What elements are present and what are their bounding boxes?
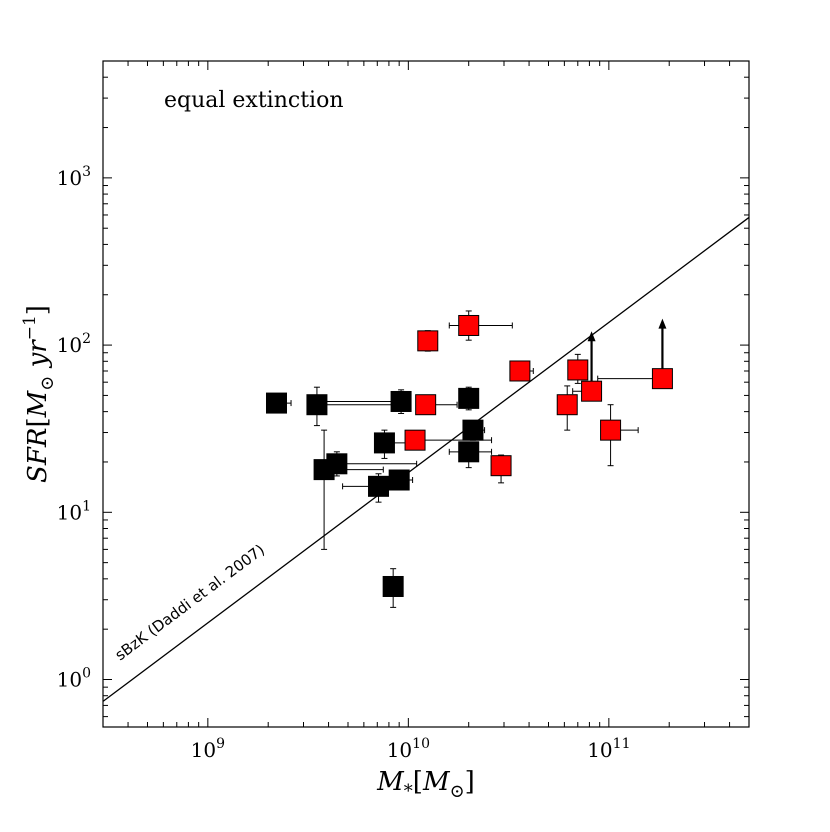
- x-title-open: [: [413, 767, 423, 797]
- red-square-marker: [415, 394, 437, 416]
- black-point-1: [306, 386, 395, 427]
- red-point-1: [448, 310, 513, 341]
- black-square-marker: [326, 453, 348, 475]
- red-point-9: [600, 404, 639, 467]
- y-axis-title: SFR[M⊙ yr−1]: [20, 305, 58, 483]
- x-title-inner: M: [422, 767, 451, 797]
- y-tick-base: 10: [57, 500, 82, 524]
- lower-limit-arrowhead: [658, 318, 667, 329]
- black-square-marker: [368, 475, 390, 497]
- red-point-4: [509, 360, 534, 382]
- red-square-marker: [581, 380, 603, 402]
- annotation-equal-extinction: equal extinction: [164, 88, 344, 113]
- black-point-0: [265, 392, 292, 414]
- black-point-9: [458, 386, 480, 411]
- plot-frame: [102, 60, 750, 728]
- data-points: [265, 310, 673, 608]
- x-title-sub: *: [404, 781, 413, 802]
- red-point-0: [417, 330, 439, 352]
- black-point-6: [342, 473, 392, 503]
- red-square-marker: [567, 359, 589, 381]
- y-title-inner: M: [23, 389, 53, 418]
- black-square-marker: [458, 441, 480, 463]
- y-tick-label: 101: [57, 498, 91, 524]
- lower-limit-arrowhead: [587, 331, 596, 342]
- x-title-inner-sub: ⊙: [450, 781, 465, 802]
- y-tick-exp: 2: [82, 331, 91, 347]
- y-title-inner-sub: ⊙: [37, 376, 58, 391]
- y-title-close: ]: [23, 305, 53, 315]
- x-tick-exp: 11: [613, 736, 631, 752]
- y-tick-label: 103: [57, 164, 91, 190]
- black-point-8: [382, 568, 404, 608]
- x-tick-base: 10: [191, 738, 216, 762]
- black-point-10: [462, 419, 486, 441]
- x-tick-base: 10: [387, 738, 412, 762]
- red-square-marker: [556, 394, 578, 416]
- x-tick-exp: 10: [412, 736, 430, 752]
- x-tick-exp: 9: [216, 736, 225, 752]
- red-square-marker: [404, 429, 426, 451]
- black-point-11: [448, 441, 493, 469]
- y-tick-base: 10: [57, 333, 82, 357]
- y-tick-exp: 1: [82, 498, 91, 514]
- red-square-marker: [417, 330, 439, 352]
- red-point-2: [415, 394, 458, 416]
- black-square-marker: [373, 432, 395, 454]
- black-point-2: [321, 389, 412, 414]
- red-square-marker: [458, 314, 480, 336]
- red-point-10: [597, 318, 673, 390]
- black-square-marker: [265, 392, 287, 414]
- red-point-6: [556, 385, 578, 431]
- black-square-marker: [390, 390, 412, 412]
- black-square-marker: [462, 419, 484, 441]
- y-title-unit: yr: [23, 339, 53, 376]
- black-square-marker: [306, 394, 328, 416]
- red-point-5: [490, 454, 512, 484]
- x-tick-label: 1010: [387, 736, 430, 762]
- black-square-marker: [388, 469, 410, 491]
- y-tick-exp: 0: [82, 666, 91, 682]
- y-tick-base: 10: [57, 668, 82, 692]
- reference-line-group: sBzK (Daddi et al. 2007): [102, 216, 750, 702]
- red-square-marker: [509, 360, 531, 382]
- tick-marks: [102, 60, 750, 727]
- sbzk-reference-line: [102, 216, 750, 702]
- black-square-marker: [458, 387, 480, 409]
- y-tick-base: 10: [57, 166, 82, 190]
- y-tick-exp: 3: [82, 164, 91, 180]
- black-square-marker: [382, 575, 404, 597]
- black-point-5: [323, 451, 418, 477]
- y-tick-label: 100: [57, 666, 91, 692]
- y-tick-label: 102: [57, 331, 91, 357]
- red-point-3: [404, 429, 493, 451]
- reference-line-label: sBzK (Daddi et al. 2007): [112, 541, 268, 665]
- red-square-marker: [600, 419, 622, 441]
- y-title-open: [: [23, 417, 53, 427]
- red-point-8: [572, 331, 603, 402]
- x-title-main: M: [376, 767, 405, 797]
- red-point-7: [567, 353, 589, 384]
- y-title-unit-exp: −1: [20, 315, 40, 340]
- y-title-main: SFR: [23, 428, 53, 483]
- x-tick-label: 109: [191, 736, 225, 762]
- x-tick-label: 1011: [587, 736, 630, 762]
- x-axis-title: M*[M⊙]: [376, 767, 475, 802]
- red-square-marker: [490, 455, 512, 477]
- black-point-7: [388, 469, 414, 491]
- red-square-marker: [651, 368, 673, 390]
- x-tick-base: 10: [587, 738, 612, 762]
- x-title-close: ]: [465, 767, 475, 797]
